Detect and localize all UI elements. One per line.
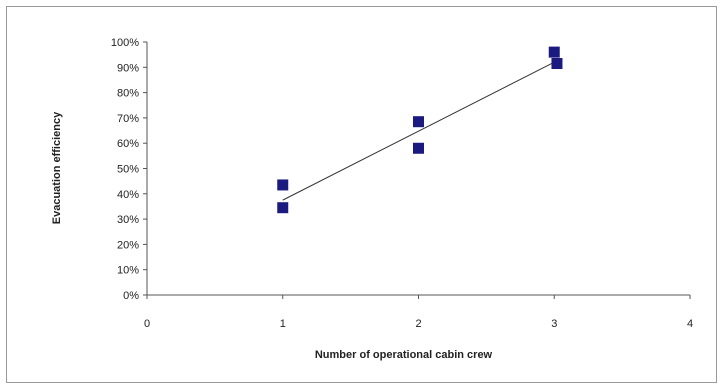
- y-tick-label: 100%: [111, 37, 139, 49]
- x-tick-label: 1: [280, 318, 286, 330]
- x-tick-label: 2: [415, 318, 421, 330]
- data-point: [413, 116, 424, 128]
- y-tick-label: 20%: [117, 239, 139, 251]
- x-tick-label: 3: [551, 318, 557, 330]
- y-tick-label: 10%: [117, 265, 139, 277]
- x-tick-label: 4: [687, 318, 693, 330]
- y-axis-title: Evacuation efficiency: [51, 111, 63, 224]
- y-tick-label: 90%: [117, 62, 139, 74]
- data-point: [548, 46, 560, 58]
- data-point: [277, 202, 289, 214]
- x-tick-label: 0: [144, 318, 150, 330]
- x-ticks: 0 1 2 3 4: [144, 295, 693, 330]
- y-tick-label: 40%: [117, 189, 139, 201]
- x-axis-title: Number of operational cabin crew: [315, 349, 493, 361]
- y-tick-label: 0%: [123, 290, 139, 302]
- y-tick-label: 80%: [117, 88, 139, 100]
- data-point: [413, 142, 424, 154]
- trendline: [282, 61, 555, 201]
- y-tick-label: 60%: [117, 138, 139, 150]
- data-points: [277, 46, 563, 214]
- y-tick-label: 70%: [117, 113, 139, 125]
- chart-frame: [6, 6, 717, 383]
- data-point: [277, 179, 289, 191]
- axes: [146, 42, 690, 296]
- data-point: [551, 58, 563, 70]
- y-tick-label: 50%: [117, 164, 139, 176]
- y-ticks: 0% 10% 20% 30% 40% 50% 60% 70% 80% 90% 100%: [111, 37, 147, 302]
- y-tick-label: 30%: [117, 214, 139, 226]
